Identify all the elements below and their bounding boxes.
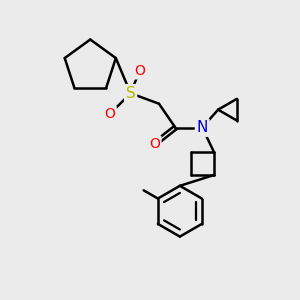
Text: N: N	[196, 120, 208, 135]
Text: O: O	[104, 107, 115, 121]
Text: O: O	[149, 137, 160, 151]
Text: S: S	[126, 86, 136, 101]
Text: O: O	[134, 64, 145, 78]
